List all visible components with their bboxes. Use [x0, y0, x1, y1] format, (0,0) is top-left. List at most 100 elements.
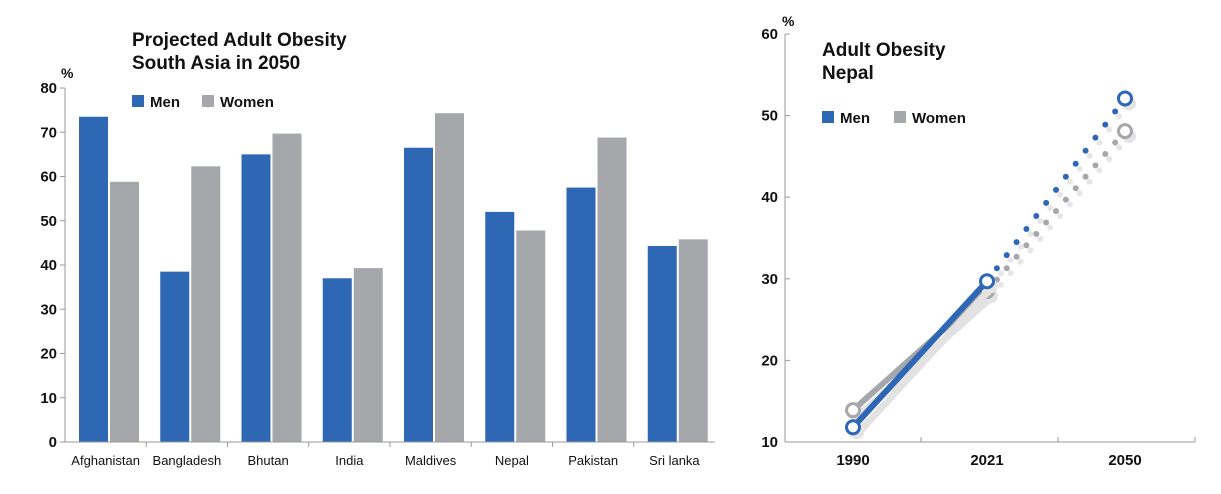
line-men-shadow — [854, 283, 996, 437]
line-men-projection-dot-shadow-12 — [1106, 126, 1113, 133]
line-women-projection-dot-9 — [1072, 185, 1079, 192]
line-women-projection-dot-shadow-11 — [1096, 167, 1103, 174]
line-men-projection-dot-3 — [1013, 239, 1020, 246]
line-men-projection-dot-shadow-4 — [1027, 231, 1034, 238]
bar-category-label-bhutan: Bhutan — [248, 453, 289, 468]
line-men-projection-dot-13 — [1112, 108, 1119, 115]
line-women-projection-dot-shadow-6 — [1047, 224, 1054, 231]
line-women-projection-dot-6 — [1043, 219, 1050, 226]
line-chart-title-line-1: Adult Obesity — [822, 40, 946, 61]
bar-women-pakistan — [597, 137, 627, 442]
line-men-projection-dot-shadow-5 — [1037, 217, 1044, 224]
bar-men-india — [322, 278, 352, 442]
line-men-projection-dot-10 — [1082, 147, 1089, 154]
line-women-projection-dot-12 — [1102, 150, 1109, 157]
bar-men-nepal — [485, 211, 515, 442]
bar-chart-legend: Men Women — [132, 94, 274, 111]
point-men-2021 — [979, 273, 995, 290]
line-x-tick-label-2050: 2050 — [1108, 452, 1141, 469]
point-women-1990 — [845, 402, 861, 419]
line-women-projection-dot-shadow-5 — [1037, 235, 1044, 242]
legend-men-swatch — [822, 111, 834, 123]
bar-women-sri-lanka — [678, 239, 708, 442]
line-women-projection-dot-shadow-8 — [1066, 201, 1073, 208]
bar-y-tick-label-60: 60 — [40, 169, 57, 186]
line-women-projection-dot-shadow-7 — [1057, 213, 1063, 220]
line-men-projection-dot-2 — [1003, 252, 1010, 259]
line-y-tick-label-30: 30 — [761, 271, 778, 288]
bar-category-label-nepal: Nepal — [495, 453, 529, 468]
legend-women-label: Women — [220, 94, 274, 111]
bar-category-label-maldives: Maldives — [405, 453, 457, 468]
line-men-projection-dot-7 — [1053, 186, 1059, 193]
line-men-projection-dot-shadow-11 — [1096, 139, 1103, 146]
bar-category-label-bangladesh: Bangladesh — [153, 453, 222, 468]
line-men-projection-dot-11 — [1092, 134, 1099, 141]
legend-men-label: Men — [150, 94, 180, 111]
legend-men-swatch — [132, 95, 144, 107]
line-women-projection-dot-8 — [1062, 196, 1069, 203]
line-men-projection-dot-5 — [1033, 212, 1040, 219]
bar-women-afghanistan — [110, 181, 139, 442]
bar-women-bhutan — [272, 133, 302, 442]
legend-women-swatch — [894, 111, 906, 123]
legend-women-swatch — [202, 95, 214, 107]
line-men-projection-dot-6 — [1043, 199, 1050, 206]
line-men-projection-dot-9 — [1072, 160, 1079, 167]
line-x-tick-label-1990: 1990 — [836, 452, 869, 469]
line-women-projection-dot-shadow-4 — [1027, 247, 1034, 254]
bar-category-label-india: India — [335, 453, 364, 468]
bar-chart-y-ticks: 0 10 20 30 40 50 60 70 80 — [40, 80, 65, 451]
bar-y-tick-label-0: 0 — [49, 434, 57, 451]
bar-y-tick-label-70: 70 — [40, 124, 57, 141]
bar-y-tick-label-20: 20 — [40, 346, 57, 363]
bar-category-label-sri-lanka: Sri lanka — [649, 453, 700, 468]
line-women-projection-dot-shadow-12 — [1106, 155, 1113, 162]
line-chart-y-ticks: 10 20 30 40 50 60 — [761, 26, 790, 451]
bar-y-tick-label-80: 80 — [40, 80, 57, 97]
line-y-tick-label-60: 60 — [761, 26, 778, 43]
line-women-projection-dot-shadow-13 — [1116, 144, 1123, 151]
point-men-2050 — [1117, 90, 1133, 107]
line-y-tick-label-50: 50 — [761, 108, 778, 125]
line-women-projection-dot-shadow-10 — [1086, 178, 1093, 185]
line-women-projection-dot-11 — [1092, 162, 1099, 169]
bar-women-india — [353, 268, 383, 442]
line-women-projection-dot-7 — [1053, 208, 1059, 215]
line-chart: Adult Obesity Nepal % Men Women 10 20 30 40… — [761, 13, 1196, 469]
legend-women-label: Women — [912, 110, 966, 127]
line-women-projection-dot-13 — [1112, 139, 1119, 146]
line-women-projection-dot-3 — [1013, 253, 1020, 260]
line-men-projection-dot-shadow-10 — [1086, 152, 1093, 159]
bar-women-maldives — [435, 113, 464, 442]
bar-men-sri-lanka — [647, 245, 677, 442]
bar-y-tick-label-30: 30 — [40, 301, 57, 318]
line-x-tick-label-2021: 2021 — [970, 452, 1003, 469]
bar-women-bangladesh — [191, 166, 221, 442]
line-men-projection-dot-shadow-7 — [1057, 191, 1063, 198]
bar-category-label-pakistan: Pakistan — [568, 453, 618, 468]
line-women-projection-dot-2 — [1003, 265, 1010, 272]
bar-chart-title-line-2: South Asia in 2050 — [132, 53, 300, 74]
bar-men-pakistan — [566, 187, 596, 442]
line-women-projection-dot-10 — [1082, 173, 1089, 180]
line-chart-y-unit: % — [782, 13, 795, 29]
bar-men-bhutan — [241, 154, 271, 442]
line-men-projection-dot-shadow-8 — [1066, 178, 1073, 185]
point-men-1990 — [845, 419, 861, 436]
line-women-projection-dot-4 — [1023, 242, 1030, 249]
line-women-projection-dot-5 — [1033, 230, 1040, 237]
bar-chart-title-line-1: Projected Adult Obesity — [132, 30, 347, 51]
bar-men-afghanistan — [79, 116, 108, 442]
bar-y-tick-label-10: 10 — [40, 390, 57, 407]
line-chart-x-ticks: 1990 2021 2050 — [836, 437, 1196, 469]
bar-category-label-afghanistan: Afghanistan — [71, 453, 140, 468]
line-men-projection-dot-4 — [1023, 226, 1030, 233]
line-women-projection-dot-shadow-3 — [1017, 258, 1024, 265]
line-chart-legend: Men Women — [822, 110, 966, 127]
line-men-projection-dot-12 — [1102, 121, 1109, 128]
line-y-tick-label-10: 10 — [761, 434, 778, 451]
bar-men-maldives — [404, 147, 433, 443]
point-women-2050 — [1117, 123, 1133, 140]
